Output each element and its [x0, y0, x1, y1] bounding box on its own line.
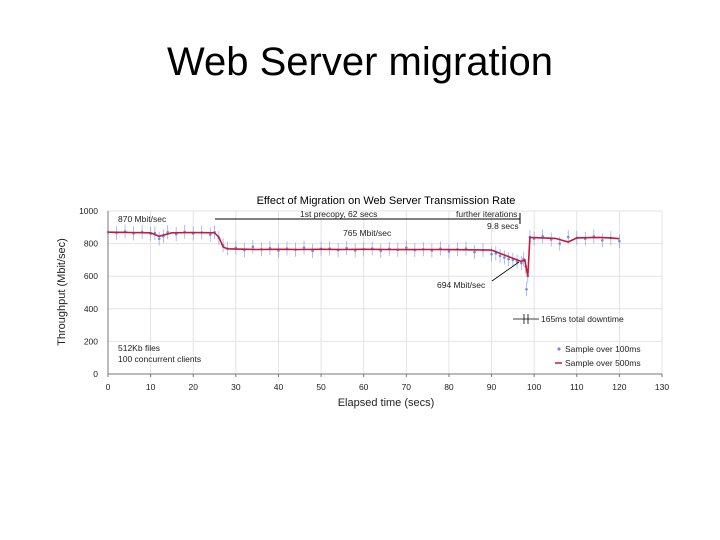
sample-100ms-point: [566, 235, 570, 239]
x-tick-label: 20: [188, 382, 198, 392]
x-tick-label: 120: [612, 382, 626, 392]
sample-100ms-point: [251, 245, 255, 249]
x-tick-label: 50: [316, 382, 326, 392]
sample-100ms-point: [379, 249, 383, 253]
x-tick-label: 40: [274, 382, 284, 392]
series-layer: [106, 224, 621, 297]
sample-100ms-point: [618, 239, 621, 243]
x-tick-label: 90: [487, 382, 497, 392]
legend-label-500ms: Sample over 500ms: [565, 358, 641, 368]
annotation-694-pointer: [491, 261, 520, 282]
annotation-765: 765 Mbit/sec: [343, 228, 392, 238]
annotation-further-iterations: further iterations: [456, 209, 517, 219]
x-tick-label: 130: [655, 382, 669, 392]
x-tick-label: 80: [444, 382, 454, 392]
sample-100ms-point: [490, 252, 493, 256]
sample-100ms-point: [520, 261, 523, 265]
annotation-files: 512Kb files: [118, 343, 160, 353]
sample-100ms-point: [302, 246, 306, 249]
y-tick-label: 400: [84, 304, 98, 314]
x-tick-label: 100: [527, 382, 541, 392]
x-tick-label: 60: [359, 382, 369, 392]
sample-100ms-point: [311, 249, 314, 253]
sample-100ms-point: [447, 250, 451, 253]
series-sample-500ms-line: [107, 231, 620, 277]
sample-100ms-point: [503, 256, 506, 259]
sample-100ms-point: [541, 234, 544, 238]
annotation-694: 694 Mbit/sec: [437, 280, 486, 290]
sample-100ms-point: [601, 239, 604, 242]
chart-title: Effect of Migration on Web Server Transm…: [257, 195, 516, 207]
sample-100ms-point: [166, 230, 169, 234]
y-tick-label: 200: [84, 336, 98, 346]
legend: Sample over 100ms Sample over 500ms: [555, 344, 641, 368]
sample-100ms-point: [507, 257, 510, 261]
x-tick-label: 110: [570, 382, 584, 392]
legend-marker-100ms: [557, 347, 561, 351]
y-tick-label: 0: [93, 369, 98, 379]
annotation-870: 870 Mbit/sec: [118, 214, 167, 224]
sample-100ms-point: [405, 246, 408, 249]
x-tick-label: 70: [402, 382, 412, 392]
y-tick-label: 600: [84, 271, 98, 281]
annotation-9-8-secs: 9.8 secs: [487, 221, 519, 231]
legend-label-100ms: Sample over 100ms: [565, 344, 641, 354]
annotation-clients: 100 concurrent clients: [118, 354, 201, 364]
annotation-downtime: 165ms total downtime: [541, 314, 624, 324]
sample-100ms-point: [473, 250, 476, 254]
slide-title: Web Server migration: [166, 40, 554, 84]
x-tick-label: 0: [106, 382, 111, 392]
y-tick-label: 1000: [79, 206, 98, 216]
x-axis-label: Elapsed time (secs): [338, 397, 435, 409]
sample-100ms-point: [208, 233, 212, 236]
sample-100ms-point: [157, 237, 161, 241]
x-tick-label: 30: [231, 382, 241, 392]
y-axis-label: Throughput (Mbit/sec): [56, 238, 68, 346]
x-tick-label: 10: [146, 382, 156, 392]
axes: 0 200 400 600 800 1000 0 10 20 30 40 50 60 70 80 90 100 1…: [79, 206, 669, 392]
annotation-precopy: 1st precopy, 62 secs: [300, 209, 377, 219]
sample-100ms-point: [498, 254, 502, 258]
sample-100ms-point: [525, 287, 528, 291]
y-tick-label: 800: [84, 239, 98, 249]
sample-100ms-point: [558, 242, 562, 245]
